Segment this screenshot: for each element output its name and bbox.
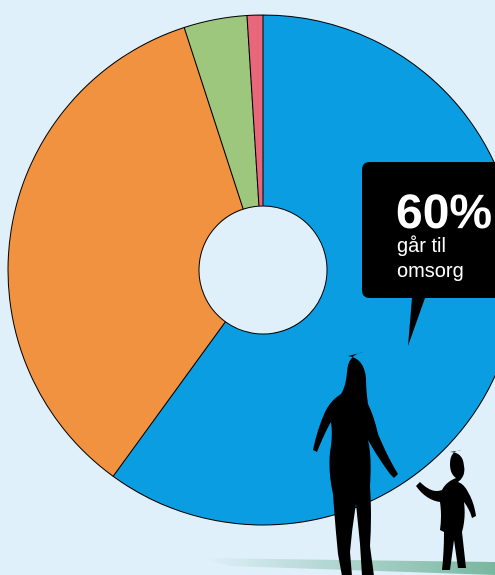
callout-text: omsorg — [397, 260, 464, 282]
value-label: 60% — [396, 186, 492, 239]
callout-text: går til — [397, 235, 446, 257]
chart: 60%går til omsorg — [0, 0, 495, 575]
